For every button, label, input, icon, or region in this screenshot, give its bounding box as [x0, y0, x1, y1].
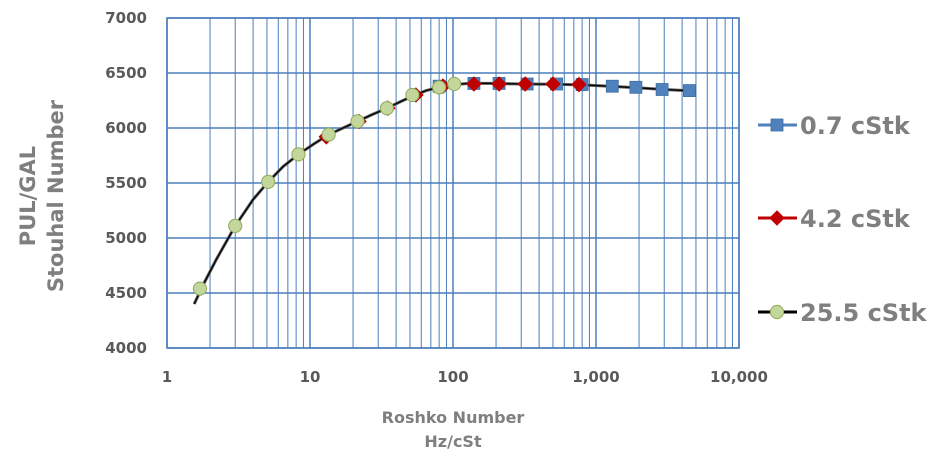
- legend: 0.7 cStk 4.2 cStk 25.5 cStk: [758, 112, 928, 327]
- data-point-diamond: [466, 76, 482, 92]
- data-point-circle: [261, 174, 276, 189]
- x-tick-label: 1,000: [572, 368, 619, 386]
- data-point-square: [683, 84, 696, 97]
- data-point-circle: [228, 218, 243, 233]
- trendlines: [192, 81, 697, 305]
- data-point-diamond: [545, 76, 561, 92]
- y-tick-label: 5500: [105, 174, 147, 192]
- y-axis-title-line2: Stouhal Number: [44, 99, 68, 292]
- legend-marker-circle: [769, 304, 785, 320]
- data-point-diamond: [491, 76, 507, 92]
- x-axis-title-line1: Roshko Number: [382, 408, 525, 427]
- data-point-square: [605, 79, 619, 93]
- x-tick-label: 10: [300, 368, 321, 386]
- legend-label: 25.5 cStk: [800, 299, 928, 327]
- data-point-circle: [405, 87, 420, 103]
- legend-label: 4.2 cStk: [800, 205, 911, 233]
- x-tick-label: 1: [162, 368, 172, 386]
- data-point-square: [655, 83, 669, 96]
- data-point-circle: [192, 281, 208, 296]
- y-tick-label: 6000: [105, 119, 147, 137]
- x-tick-labels: 1 10 100 1,000 10,000: [162, 368, 768, 386]
- y-tick-label: 7000: [105, 9, 147, 27]
- data-point-circle: [350, 114, 365, 129]
- plot-border: [166, 17, 740, 349]
- data-point-circle: [321, 127, 336, 142]
- legend-label: 0.7 cStk: [800, 112, 911, 140]
- data-series: [192, 76, 696, 296]
- x-axis-title-line2: Hz/cSt: [424, 432, 482, 451]
- y-tick-label: 4000: [105, 339, 147, 357]
- data-point-square: [629, 80, 643, 94]
- y-tick-label: 5000: [105, 229, 147, 247]
- data-point-diamond: [517, 76, 534, 92]
- data-point-circle: [379, 101, 395, 116]
- trendline-black: [193, 82, 697, 305]
- data-point-circle: [447, 76, 462, 92]
- series-25-5-cstk: [192, 76, 462, 296]
- x-tick-label: 10,000: [710, 368, 768, 386]
- y-tick-label: 6500: [105, 64, 147, 82]
- y-tick-labels: 4000 4500 5000 5500 6000 6500 7000: [105, 9, 147, 357]
- y-tick-label: 4500: [105, 284, 147, 302]
- legend-marker-square: [770, 118, 784, 132]
- data-point-circle: [291, 147, 306, 162]
- data-point-diamond: [571, 76, 587, 93]
- x-tick-label: 100: [437, 368, 468, 386]
- legend-marker-diamond: [769, 210, 785, 226]
- y-axis-title-line1: PUL/GAL: [16, 146, 40, 246]
- data-point-circle: [432, 80, 447, 95]
